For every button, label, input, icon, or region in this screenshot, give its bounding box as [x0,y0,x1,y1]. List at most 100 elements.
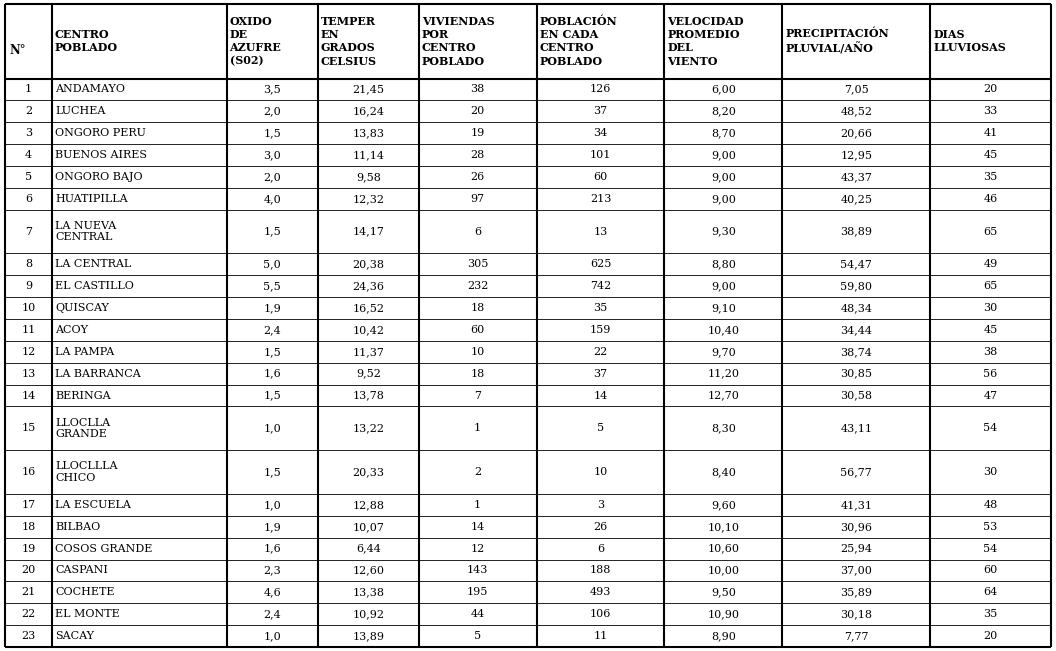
Text: 2: 2 [25,106,32,117]
Text: BILBAO: BILBAO [55,521,100,532]
Text: POBLACIÓN
EN CADA
CENTRO
POBLADO: POBLACIÓN EN CADA CENTRO POBLADO [540,16,618,66]
Text: 9,00: 9,00 [711,150,736,160]
Text: 8,20: 8,20 [711,106,736,117]
Text: 4,0: 4,0 [263,194,281,204]
Text: 35: 35 [983,172,998,182]
Text: 9,00: 9,00 [711,281,736,291]
Text: 11: 11 [593,631,607,641]
Text: 24,36: 24,36 [353,281,384,291]
Text: 60: 60 [593,172,607,182]
Text: 10: 10 [471,347,485,357]
Text: 14,17: 14,17 [353,227,384,236]
Text: 6: 6 [597,544,604,553]
Text: 9,58: 9,58 [356,172,380,182]
Text: 742: 742 [590,281,611,291]
Text: PRECIPITACIÓN
PLUVIAL/AÑO: PRECIPITACIÓN PLUVIAL/AÑO [786,28,889,54]
Text: 2: 2 [474,467,482,477]
Text: 30: 30 [983,303,998,313]
Text: 11,20: 11,20 [708,368,739,379]
Text: LA ESCUELA: LA ESCUELA [55,500,131,510]
Text: 43,11: 43,11 [841,423,872,434]
Text: 12,70: 12,70 [708,391,739,400]
Text: 53: 53 [983,521,998,532]
Text: ANDAMAYO: ANDAMAYO [55,85,125,94]
Text: 10,00: 10,00 [708,566,739,575]
Text: 10,60: 10,60 [708,544,739,553]
Text: 8,90: 8,90 [711,631,736,641]
Text: 45: 45 [983,150,998,160]
Text: 13,78: 13,78 [353,391,384,400]
Text: 10,40: 10,40 [708,325,739,335]
Text: 21,45: 21,45 [353,85,384,94]
Text: LLOCLLA
GRANDE: LLOCLLA GRANDE [55,417,110,439]
Text: 6: 6 [25,194,32,204]
Text: 9,30: 9,30 [711,227,736,236]
Text: 65: 65 [983,227,998,236]
Text: 22: 22 [593,347,607,357]
Text: 38: 38 [471,85,485,94]
Text: 10,10: 10,10 [708,521,739,532]
Text: 1,6: 1,6 [263,368,281,379]
Text: 1: 1 [474,500,482,510]
Text: 35,89: 35,89 [841,587,872,598]
Text: 28: 28 [471,150,485,160]
Text: 54,47: 54,47 [841,259,872,270]
Text: 30,18: 30,18 [841,609,872,619]
Text: 23: 23 [21,631,36,641]
Text: 13,89: 13,89 [353,631,384,641]
Text: 8,80: 8,80 [711,259,736,270]
Text: 20: 20 [21,566,36,575]
Text: 143: 143 [467,566,488,575]
Text: 60: 60 [983,566,998,575]
Text: 14: 14 [593,391,607,400]
Text: 4: 4 [25,150,32,160]
Text: 54: 54 [983,544,998,553]
Text: 9: 9 [25,281,32,291]
Text: 8,30: 8,30 [711,423,736,434]
Text: 40,25: 40,25 [841,194,872,204]
Text: 7,77: 7,77 [844,631,868,641]
Text: 8: 8 [25,259,32,270]
Text: 56,77: 56,77 [841,467,872,477]
Text: 11,37: 11,37 [353,347,384,357]
Text: 9,10: 9,10 [711,303,736,313]
Text: 5,0: 5,0 [263,259,281,270]
Text: 4,6: 4,6 [263,587,281,598]
Text: LA NUEVA
CENTRAL: LA NUEVA CENTRAL [55,221,116,242]
Text: 1,9: 1,9 [263,303,281,313]
Text: 34: 34 [593,128,607,138]
Text: 2,3: 2,3 [263,566,281,575]
Text: 7,05: 7,05 [844,85,869,94]
Text: 37: 37 [593,368,607,379]
Text: 20: 20 [983,85,998,94]
Text: 19: 19 [21,544,36,553]
Text: 1,5: 1,5 [263,467,281,477]
Text: 6,00: 6,00 [711,85,736,94]
Text: N°: N° [10,44,26,57]
Text: 213: 213 [590,194,611,204]
Text: 5: 5 [597,423,604,434]
Text: 10,07: 10,07 [353,521,384,532]
Text: 25,94: 25,94 [841,544,872,553]
Text: 10: 10 [593,467,607,477]
Text: CENTRO
POBLADO: CENTRO POBLADO [55,29,118,53]
Text: 2,0: 2,0 [263,106,281,117]
Text: 1: 1 [474,423,482,434]
Text: 305: 305 [467,259,488,270]
Text: 3: 3 [597,500,604,510]
Text: 10,92: 10,92 [353,609,384,619]
Text: 38,89: 38,89 [841,227,872,236]
Text: 54: 54 [983,423,998,434]
Text: 13,38: 13,38 [353,587,384,598]
Text: LA PAMPA: LA PAMPA [55,347,114,357]
Text: CASPANI: CASPANI [55,566,108,575]
Text: 9,50: 9,50 [711,587,736,598]
Text: 22: 22 [21,609,36,619]
Text: 9,00: 9,00 [711,172,736,182]
Text: 1,0: 1,0 [263,500,281,510]
Text: BERINGA: BERINGA [55,391,111,400]
Text: 3,0: 3,0 [263,150,281,160]
Text: LLOCLLLA
CHICO: LLOCLLLA CHICO [55,462,117,483]
Text: COCHETE: COCHETE [55,587,114,598]
Text: 1,5: 1,5 [263,391,281,400]
